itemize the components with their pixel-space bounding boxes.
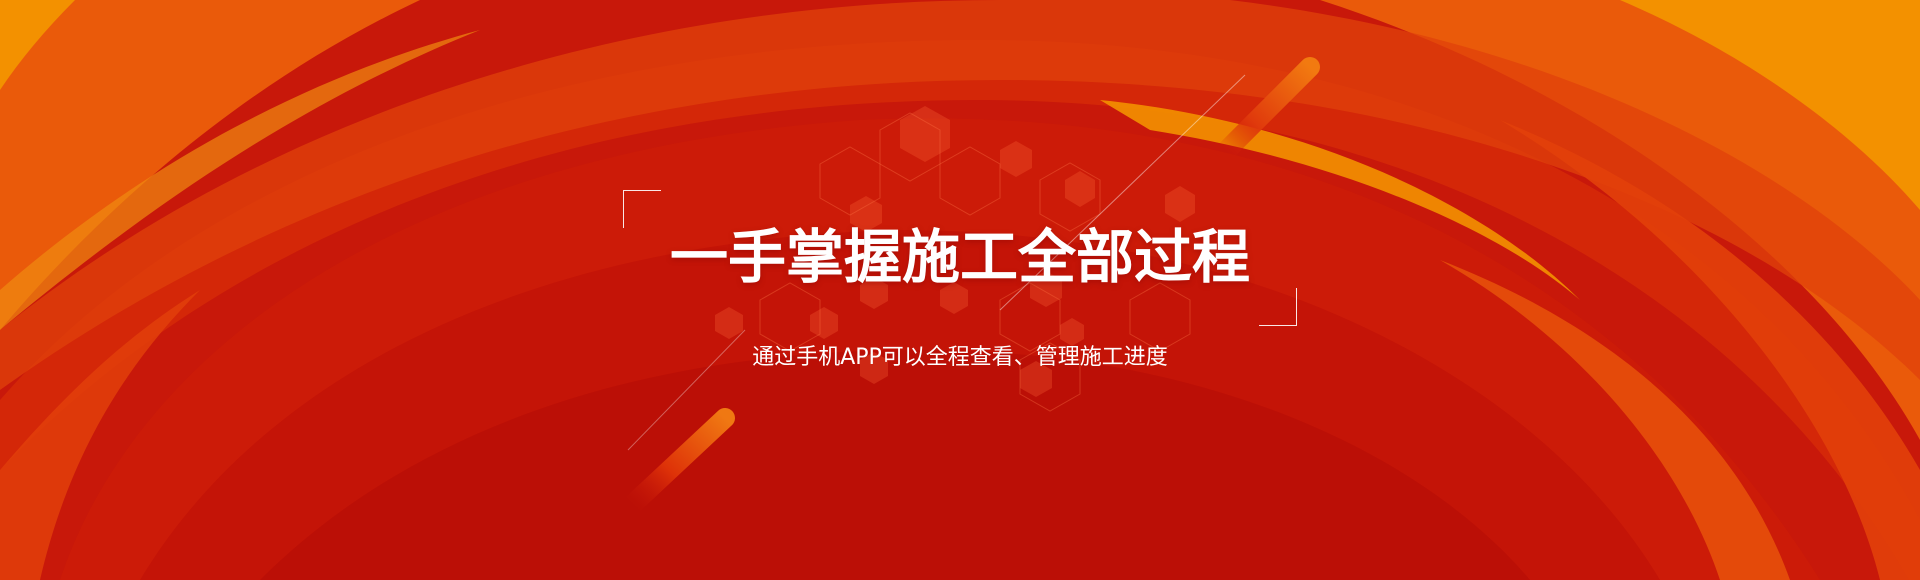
bg-band-1	[0, 40, 1920, 580]
title-bracket-bottom-right	[1259, 288, 1297, 326]
bg-corner-left	[0, 0, 420, 330]
bg-band-right-1	[1500, 120, 1920, 580]
bg-band-5	[260, 350, 1530, 580]
light-line-upper	[999, 74, 1246, 311]
deco-stick-lower	[622, 408, 735, 515]
title-bracket-top-left	[623, 190, 661, 228]
bg-corner-left-amber	[0, 0, 75, 90]
bg-corner-right	[1320, 0, 1920, 440]
deco-stick-upper	[1215, 57, 1320, 162]
banner-title: 一手掌握施工全部过程	[669, 223, 1250, 291]
bg-corner-right-amber	[1620, 0, 1920, 210]
bg-band-left-1	[0, 290, 200, 580]
hexagon-fill-pattern	[715, 106, 1195, 397]
bg-band-2	[0, 0, 1920, 390]
bg-band-amber	[1100, 100, 1580, 300]
bg-band-right-2	[1440, 260, 1790, 580]
hexagon-pattern	[759, 112, 1191, 412]
banner-subtitle: 通过手机APP可以全程查看、管理施工进度	[752, 345, 1168, 370]
light-line-lower	[627, 329, 746, 451]
